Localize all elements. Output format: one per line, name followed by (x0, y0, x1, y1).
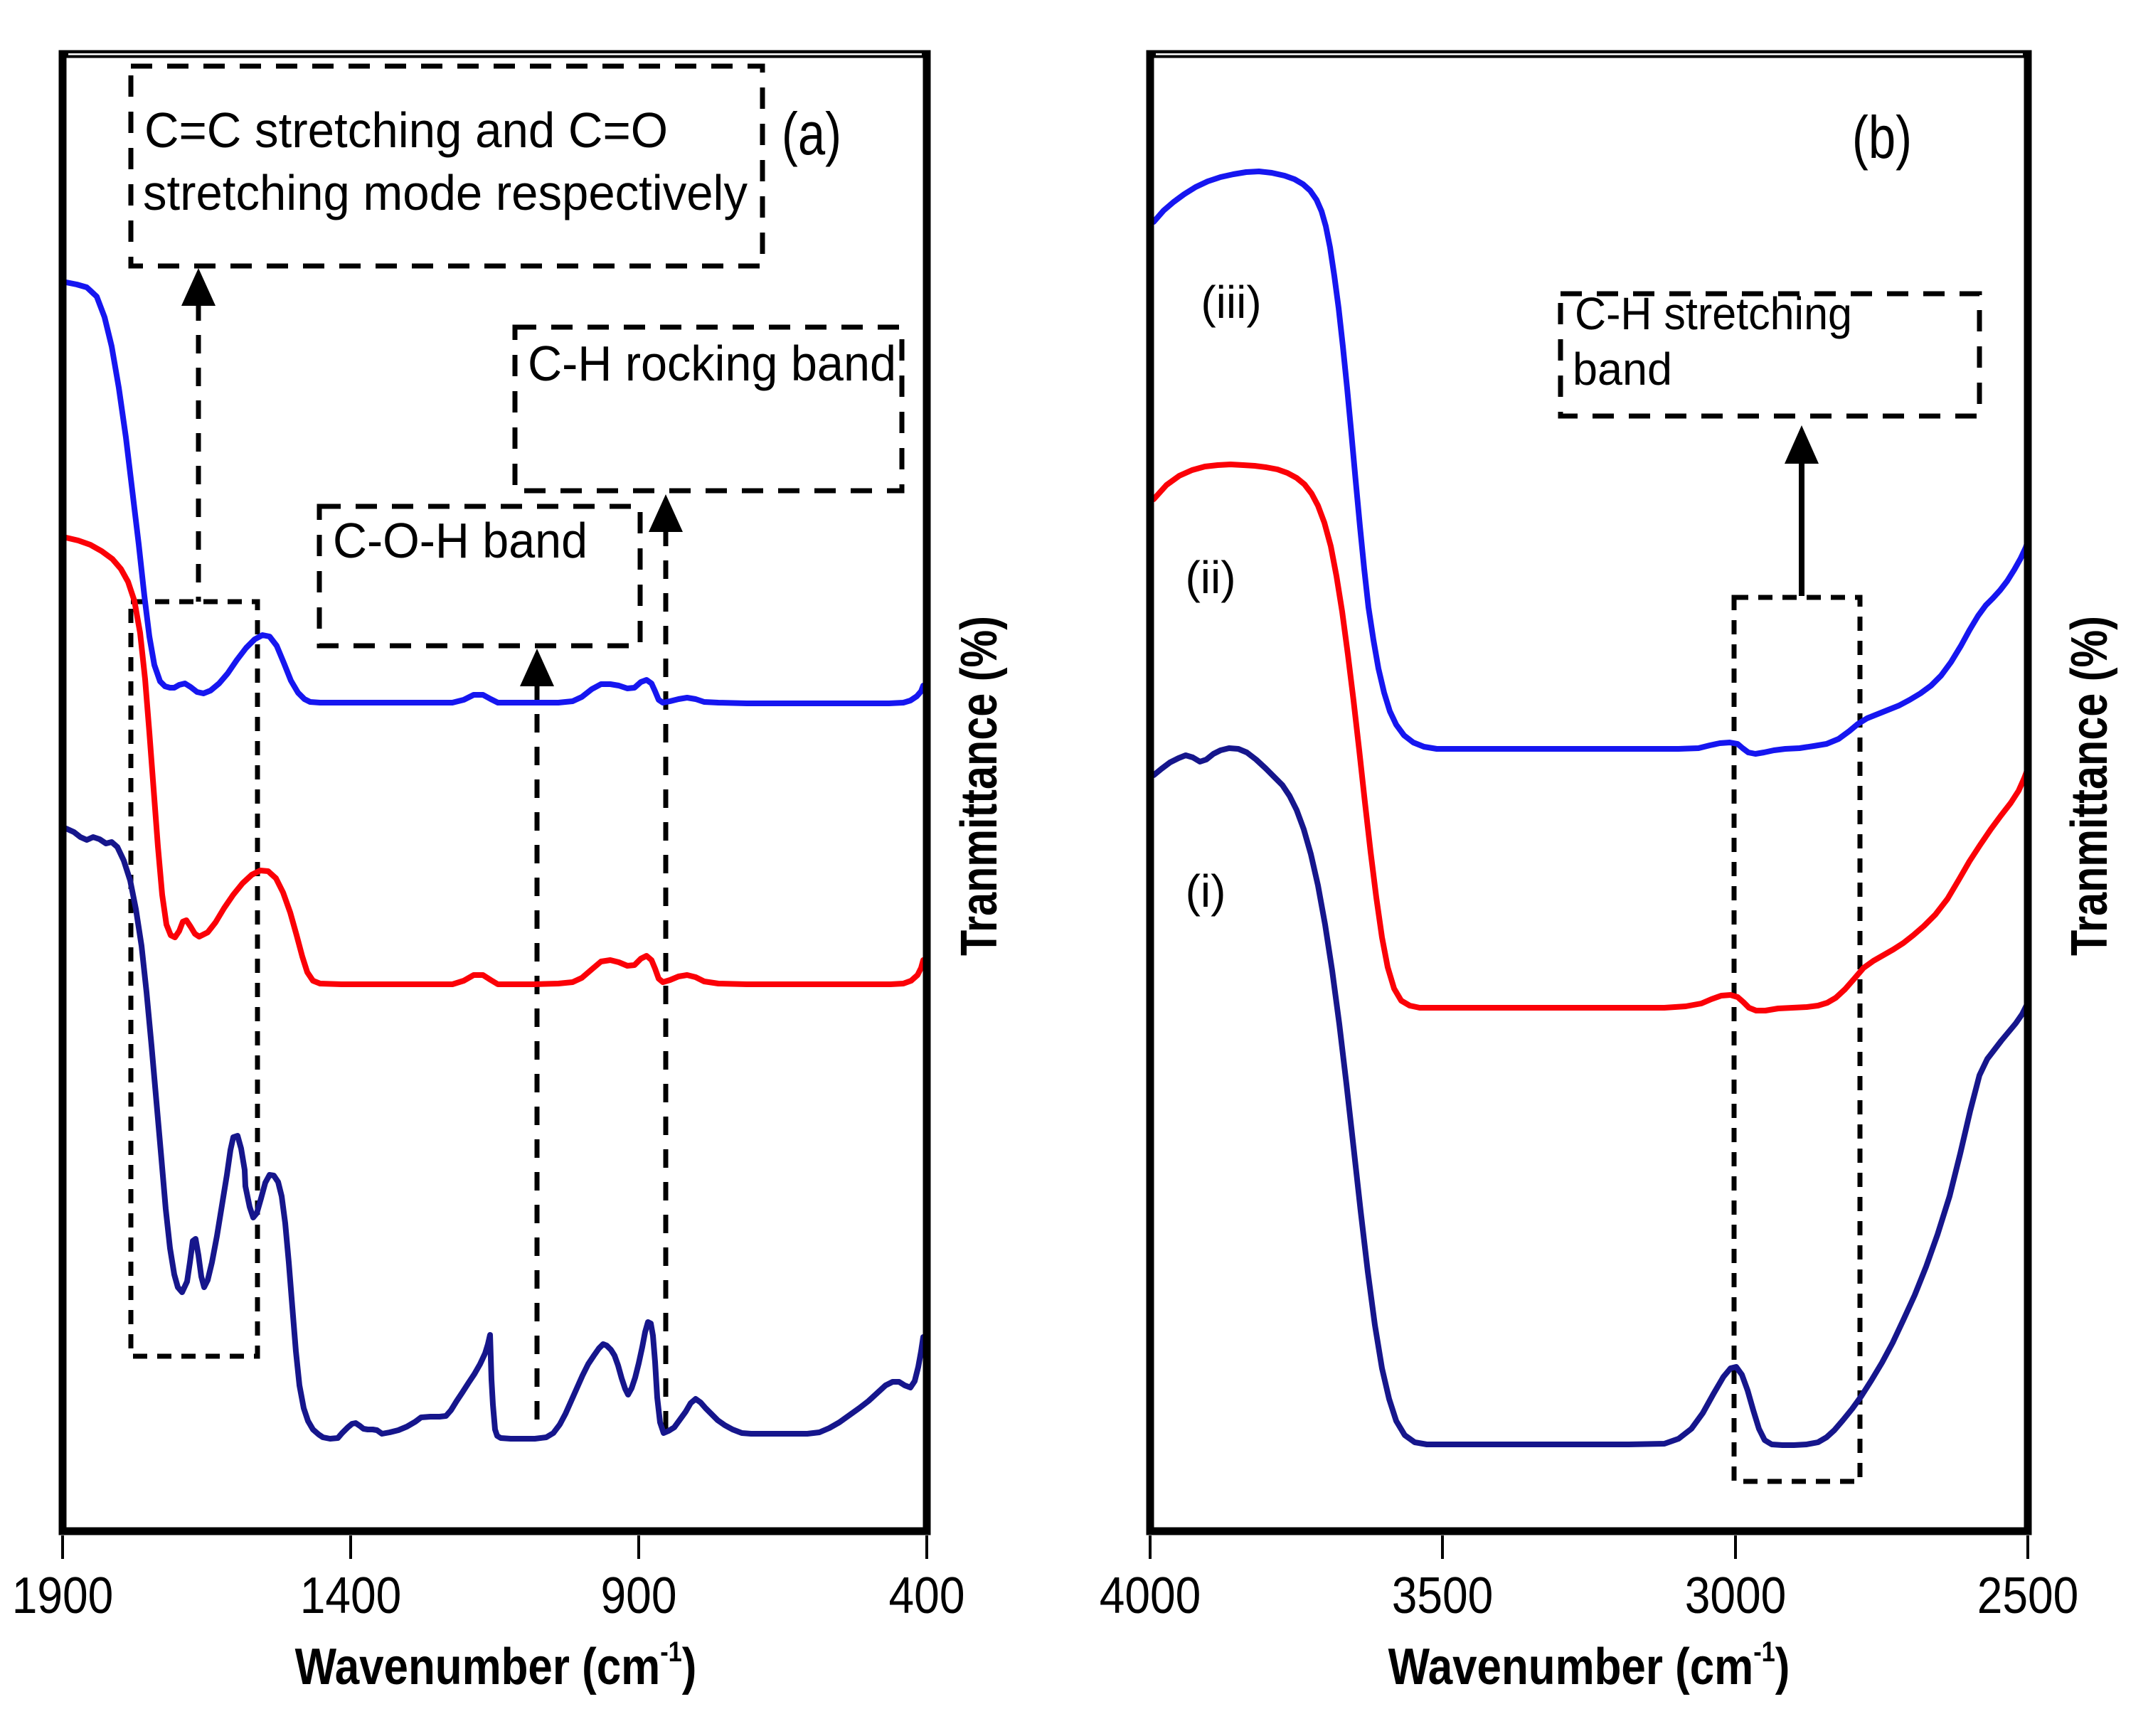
svg-text:(ii): (ii) (1185, 552, 1235, 603)
svg-text:1900: 1900 (12, 1567, 114, 1624)
svg-text:C=C stretching and C=O: C=C stretching and C=O (144, 102, 668, 158)
svg-text:(b): (b) (1852, 105, 1912, 171)
svg-text:4000: 4000 (1100, 1567, 1201, 1624)
svg-text:1400: 1400 (300, 1567, 402, 1624)
svg-text:400: 400 (889, 1567, 965, 1624)
svg-text:C-H stretching: C-H stretching (1575, 288, 1852, 339)
svg-text:C-O-H band: C-O-H band (333, 513, 588, 568)
svg-text:3500: 3500 (1392, 1567, 1494, 1624)
svg-text:stretching mode respectively: stretching mode respectively (143, 165, 748, 220)
svg-text:900: 900 (601, 1567, 677, 1624)
svg-text:Tranmittance (%): Tranmittance (%) (2061, 616, 2118, 956)
svg-text:(iii): (iii) (1201, 277, 1261, 328)
svg-text:C-H rocking band: C-H rocking band (528, 336, 896, 391)
svg-text:band: band (1573, 344, 1672, 395)
svg-text:(i): (i) (1186, 866, 1226, 917)
svg-text:Tranmittance (%): Tranmittance (%) (950, 616, 1008, 956)
svg-text:Wavenumber (cm-1): Wavenumber (cm-1) (1388, 1636, 1790, 1696)
svg-text:2500: 2500 (1977, 1567, 2079, 1624)
svg-text:(a): (a) (782, 101, 841, 168)
svg-text:3000: 3000 (1685, 1567, 1787, 1624)
svg-text:Wavenumber (cm-1): Wavenumber (cm-1) (295, 1636, 697, 1696)
